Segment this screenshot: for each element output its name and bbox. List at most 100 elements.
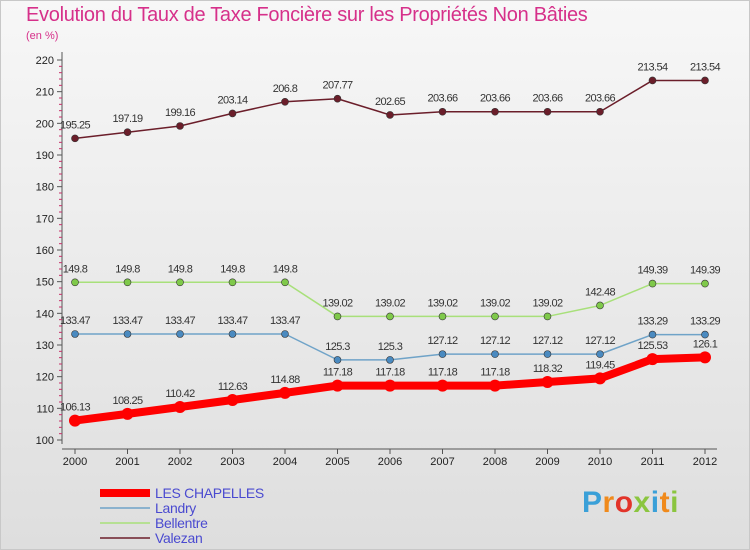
data-point	[333, 312, 342, 321]
data-point	[489, 379, 501, 392]
data-point	[491, 107, 499, 116]
data-point	[69, 414, 81, 427]
y-tick-label: 110	[36, 403, 54, 415]
data-label: 133.47	[217, 315, 248, 327]
data-label: 127.12	[480, 335, 511, 347]
data-label: 149.8	[168, 263, 193, 275]
data-point	[436, 379, 449, 392]
data-point	[121, 407, 134, 420]
x-tick-label: 2009	[535, 456, 559, 468]
data-point	[384, 379, 396, 392]
data-label: 125.53	[637, 340, 668, 352]
data-point	[699, 351, 711, 364]
data-label: 213.54	[690, 61, 721, 73]
data-label: 139.02	[532, 297, 563, 309]
data-point	[543, 350, 552, 358]
data-label: 139.02	[427, 297, 458, 309]
data-label: 125.3	[378, 341, 403, 353]
data-point	[701, 76, 709, 85]
data-point	[386, 312, 394, 321]
data-label: 142.48	[585, 286, 616, 298]
data-point	[123, 128, 132, 137]
data-label: 133.47	[270, 315, 301, 327]
data-point	[596, 301, 604, 310]
data-point	[438, 312, 447, 321]
data-point	[174, 401, 186, 414]
y-tick-label: 170	[36, 213, 54, 225]
x-tick-label: 2008	[483, 456, 507, 468]
data-label: 206.8	[273, 83, 298, 95]
data-point	[646, 353, 659, 366]
x-tick-label: 2004	[273, 456, 297, 468]
data-label: 112.63	[218, 381, 248, 393]
data-label: 106.13	[60, 402, 91, 414]
data-point	[541, 375, 554, 388]
data-label: 133.47	[60, 315, 91, 327]
data-point	[701, 330, 709, 339]
y-tick-label: 160	[36, 245, 54, 257]
data-label: 133.29	[637, 316, 668, 328]
data-point	[648, 330, 657, 339]
data-label: 203.14	[217, 94, 248, 106]
x-tick-label: 2007	[430, 456, 454, 468]
data-label: 127.12	[585, 335, 616, 347]
x-tick-label: 2006	[378, 456, 402, 468]
y-tick-label: 140	[36, 308, 54, 320]
data-point	[176, 330, 184, 338]
data-point	[176, 122, 184, 130]
data-label: 202.65	[375, 96, 406, 108]
data-point	[71, 278, 79, 287]
data-label: 197.19	[112, 113, 143, 125]
data-label: 213.54	[637, 61, 668, 73]
chart-title: Evolution du Taux de Taxe Foncière sur l…	[26, 4, 588, 26]
y-tick-label: 150	[36, 277, 54, 289]
data-label: 207.77	[322, 80, 353, 92]
data-label: 149.8	[220, 263, 245, 275]
x-tick-label: 2011	[641, 456, 665, 468]
data-label: 108.25	[112, 395, 143, 407]
data-point	[226, 394, 239, 407]
data-point	[543, 312, 552, 321]
x-tick-label: 2005	[325, 456, 349, 468]
y-tick-label: 220	[36, 55, 54, 67]
data-point	[438, 350, 447, 358]
data-label: 139.02	[480, 297, 511, 309]
y-tick-label: 200	[36, 118, 54, 130]
data-label: 199.16	[165, 107, 196, 119]
data-point	[386, 356, 394, 364]
y-tick-label: 100	[36, 435, 54, 447]
data-point	[333, 356, 342, 364]
data-label: 203.66	[585, 93, 616, 105]
data-label: 203.66	[427, 93, 458, 105]
data-point	[596, 107, 604, 116]
data-label: 119.45	[585, 359, 615, 371]
data-label: 117.18	[480, 367, 510, 379]
legend-label: Bellentre	[155, 515, 208, 531]
data-point	[491, 312, 499, 321]
y-tick-label: 130	[36, 340, 54, 352]
data-point	[331, 379, 344, 392]
data-point	[228, 330, 237, 338]
data-point	[281, 278, 289, 287]
data-point	[71, 330, 79, 338]
data-point	[596, 350, 604, 358]
data-point	[281, 98, 289, 106]
data-point	[176, 278, 184, 287]
x-tick-label: 2012	[693, 456, 717, 468]
unit-label: (en %)	[26, 30, 59, 42]
data-point	[648, 76, 657, 85]
data-label: 127.12	[427, 335, 458, 347]
data-label: 195.25	[60, 119, 91, 131]
data-label: 149.8	[115, 263, 140, 275]
data-point	[701, 279, 709, 288]
data-label: 117.18	[428, 367, 458, 379]
data-label: 139.02	[322, 297, 353, 309]
x-tick-label: 2001	[115, 456, 139, 468]
data-label: 149.39	[690, 265, 721, 277]
data-label: 133.47	[112, 315, 143, 327]
data-label: 117.18	[375, 367, 405, 379]
data-point	[279, 386, 291, 399]
x-tick-label: 2002	[168, 456, 192, 468]
